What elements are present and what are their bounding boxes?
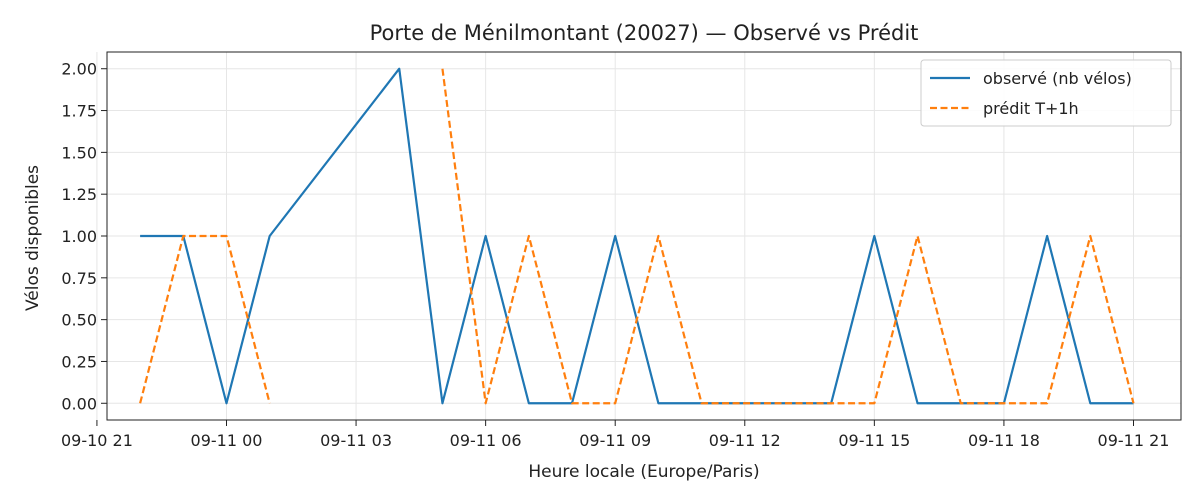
y-tick-label: 2.00: [61, 60, 97, 79]
y-tick: 2.00: [61, 60, 107, 79]
y-tick: 1.50: [61, 143, 107, 162]
x-tick: 09-11 00: [191, 420, 263, 450]
y-tick-label: 1.50: [61, 143, 97, 162]
legend-label-predicted: prédit T+1h: [983, 99, 1079, 118]
chart-title: Porte de Ménilmontant (20027) — Observé …: [370, 21, 919, 45]
legend-box: [920, 59, 1172, 127]
x-tick-label: 09-11 06: [450, 431, 522, 450]
y-tick: 0.50: [61, 311, 107, 330]
x-tick: 09-10 21: [61, 420, 133, 450]
y-axis: 0.00 0.25 0.50 0.75 1.00 1.25 1.50 1.75 2.00: [61, 60, 107, 413]
y-tick-label: 0.50: [61, 311, 97, 330]
x-tick: 09-11 21: [1098, 420, 1170, 450]
series-line-predicted-segment-2: [441, 68, 1135, 405]
x-axis: 09-10 21 09-11 00 09-11 03 09-11 06 09-11 09…: [61, 420, 1170, 450]
x-tick-label: 09-11 18: [968, 431, 1040, 450]
y-tick-label: 1.75: [61, 102, 97, 121]
y-tick-label: 1.00: [61, 227, 97, 246]
x-tick-label: 09-11 00: [191, 431, 263, 450]
x-tick: 09-11 06: [450, 420, 522, 450]
y-tick: 1.25: [61, 185, 107, 204]
y-tick: 0.25: [61, 352, 107, 371]
legend-label-observed: observé (nb vélos): [983, 69, 1132, 88]
x-axis-label: Heure locale (Europe/Paris): [528, 462, 759, 482]
x-tick-label: 09-11 15: [838, 431, 910, 450]
y-tick: 1.75: [61, 102, 107, 121]
x-tick-label: 09-11 03: [320, 431, 392, 450]
y-axis-label: Vélos disponibles: [23, 165, 43, 311]
legend: observé (nb vélos) prédit T+1h: [920, 59, 1172, 127]
x-tick: 09-11 03: [320, 420, 392, 450]
y-tick: 1.00: [61, 227, 107, 246]
y-tick: 0.00: [61, 394, 107, 413]
y-tick-label: 0.00: [61, 394, 97, 413]
series-line-predicted-segment-1: [139, 234, 271, 404]
x-tick-label: 09-10 21: [61, 431, 133, 450]
x-tick: 09-11 09: [579, 420, 651, 450]
x-tick: 09-11 18: [968, 420, 1040, 450]
x-tick-label: 09-11 12: [709, 431, 781, 450]
y-tick-label: 0.25: [61, 352, 97, 371]
x-tick: 09-11 15: [838, 420, 910, 450]
y-tick: 0.75: [61, 269, 107, 288]
y-tick-label: 0.75: [61, 269, 97, 288]
x-tick-label: 09-11 21: [1098, 431, 1170, 450]
x-tick-label: 09-11 09: [579, 431, 651, 450]
y-tick-label: 1.25: [61, 185, 97, 204]
x-tick: 09-11 12: [709, 420, 781, 450]
series-layer: [139, 67, 1135, 405]
grid: [96, 52, 1181, 420]
